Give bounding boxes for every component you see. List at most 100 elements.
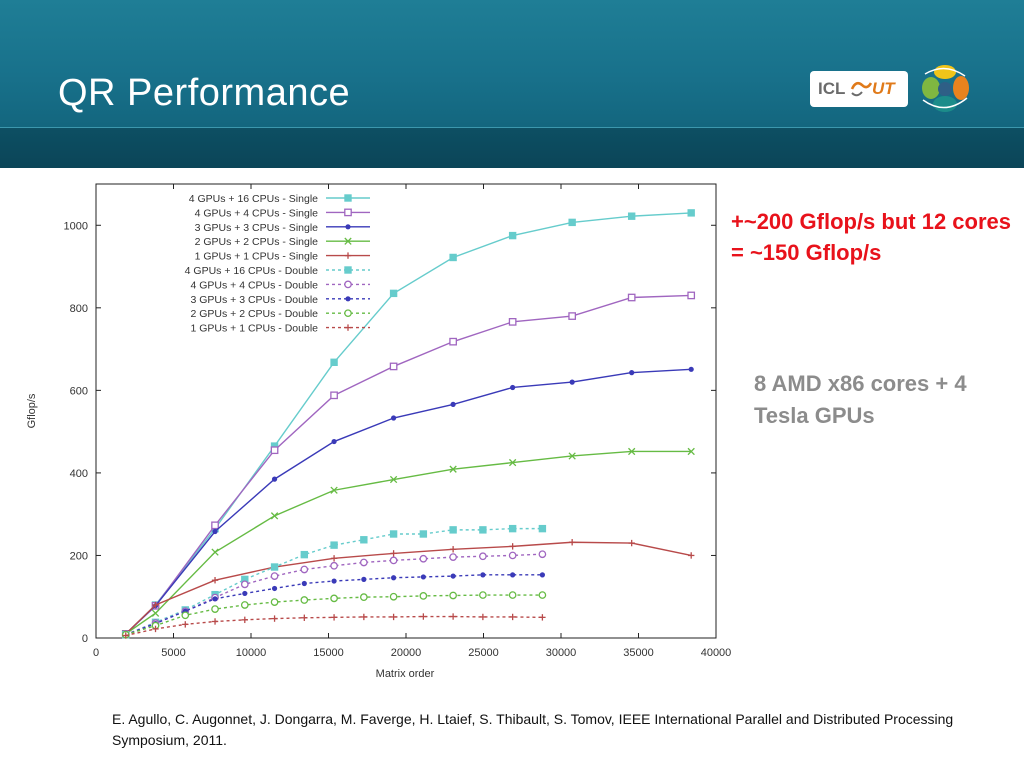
data-point [390, 550, 397, 557]
legend-marker [344, 266, 352, 274]
data-point [538, 550, 547, 559]
data-point [389, 592, 398, 601]
data-point [300, 565, 309, 574]
data-point [479, 591, 487, 599]
data-point [627, 212, 636, 220]
data-point [330, 358, 338, 366]
data-point [420, 613, 427, 620]
data-point [240, 580, 249, 589]
data-point [270, 512, 279, 520]
data-point [538, 524, 547, 533]
legend-entry: 1 GPUs + 1 CPUs - Double [190, 323, 318, 335]
x-axis-label: Matrix order [376, 668, 435, 680]
data-point [212, 528, 218, 535]
data-point [508, 231, 517, 240]
data-point [330, 486, 338, 494]
data-point [330, 541, 338, 549]
data-point [151, 609, 160, 617]
legend-entry: 3 GPUs + 3 CPUs - Single [195, 222, 319, 234]
data-point [360, 536, 368, 544]
data-point [539, 572, 546, 578]
data-point [568, 218, 576, 227]
y-tick-label: 0 [82, 633, 88, 645]
data-point [389, 289, 398, 298]
flower-logo-icon [922, 65, 969, 112]
data-point [449, 337, 457, 346]
legend-entry: 4 GPUs + 4 CPUs - Double [190, 279, 318, 291]
data-point [509, 613, 516, 621]
data-point [628, 447, 636, 456]
data-point [508, 458, 517, 467]
data-point [152, 625, 159, 633]
data-point [568, 312, 577, 320]
data-point [240, 601, 249, 609]
data-point [211, 618, 219, 625]
series-line [125, 615, 543, 637]
slide-header: QR Performance ICL UT [0, 0, 1024, 168]
icl-ut-logo: ICL UT [810, 71, 908, 107]
data-point [301, 580, 307, 587]
x-tick-label: 25000 [468, 647, 499, 659]
plot-area [95, 183, 717, 639]
x-tick-label: 20000 [391, 647, 422, 659]
data-point [361, 576, 367, 582]
data-point [122, 632, 129, 639]
data-point [331, 578, 337, 584]
data-point [568, 539, 576, 546]
y-tick-label: 600 [70, 385, 88, 397]
data-point [508, 551, 517, 560]
legend-entry: 2 GPUs + 2 CPUs - Single [195, 236, 319, 248]
y-tick-label: 800 [70, 303, 88, 315]
data-point [360, 613, 368, 621]
data-point [271, 585, 278, 592]
data-point [359, 593, 368, 601]
y-tick-label: 200 [70, 550, 88, 562]
data-point [509, 543, 516, 550]
data-point [211, 548, 219, 556]
legend-marker [344, 280, 352, 289]
series-2 [121, 291, 696, 638]
legend-marker [344, 324, 352, 331]
data-point [270, 446, 279, 455]
x-tick-label: 0 [93, 647, 99, 659]
data-point [330, 614, 338, 621]
data-point [212, 596, 218, 602]
data-point [330, 561, 338, 570]
data-point [628, 539, 635, 547]
x-tick-label: 10000 [236, 647, 267, 659]
hardware-note: 8 AMD x86 cores + 4 Tesla GPUs [754, 371, 967, 428]
data-point [182, 621, 189, 628]
legend-entry: 4 GPUs + 4 CPUs - Single [195, 207, 319, 219]
data-point [390, 613, 397, 621]
data-point [479, 526, 487, 534]
data-point [211, 521, 219, 530]
legend-entry: 4 GPUs + 16 CPUs - Double [185, 265, 319, 277]
data-point [688, 552, 695, 559]
x-tick-label: 40000 [701, 647, 732, 659]
legend-marker [345, 296, 351, 302]
legend-marker [344, 252, 352, 259]
data-point [211, 605, 219, 613]
data-point [420, 574, 426, 580]
series-line [125, 368, 692, 635]
data-point [391, 575, 397, 581]
legend-marker [344, 237, 352, 245]
data-point [479, 613, 487, 621]
data-point [508, 524, 517, 533]
legend-entry: 3 GPUs + 3 CPUs - Double [190, 294, 318, 306]
data-point [270, 563, 279, 571]
data-point [508, 318, 517, 326]
data-point [449, 526, 457, 534]
legend-entry: 2 GPUs + 2 CPUs - Double [190, 308, 318, 320]
series-10 [122, 613, 546, 639]
data-point [389, 362, 398, 371]
data-point [181, 611, 190, 620]
icl-logo-text: ICL [818, 79, 846, 98]
data-point [241, 616, 248, 624]
data-point [270, 572, 279, 580]
legend-entry: 1 GPUs + 1 CPUs - Single [195, 251, 319, 263]
data-point [688, 366, 694, 372]
data-point [450, 401, 456, 407]
citation: E. Agullo, C. Augonnet, J. Dongarra, M. … [112, 711, 954, 748]
legend-marker [344, 194, 352, 202]
